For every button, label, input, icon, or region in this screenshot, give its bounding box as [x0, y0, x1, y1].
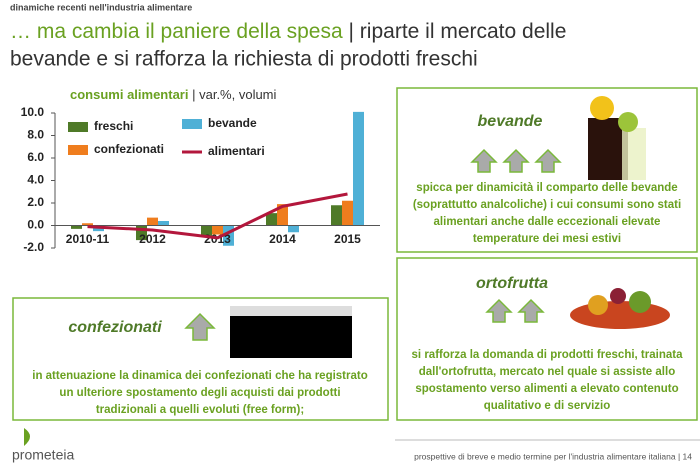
arrow-icon: [517, 298, 545, 323]
footer-text: prospettive di breve e medio termine per…: [414, 451, 692, 461]
y-tick-label: 0.0: [27, 218, 44, 232]
bar: [82, 223, 93, 226]
box-line: tradizionali a quelli evoluti (free form…: [96, 404, 304, 416]
chart-title-unit: | var.%, volumi: [192, 87, 276, 102]
title-line2: bevande e si rafforza la richiesta di pr…: [10, 48, 478, 71]
box-line: si rafforza la domanda di prodotti fresc…: [412, 349, 684, 361]
lemon: [590, 96, 614, 120]
box-line: alimentari anche dalle eccezionali eleva…: [434, 216, 661, 228]
y-tick-label: 10.0: [21, 105, 45, 119]
lime: [618, 112, 638, 132]
legend-label: confezionati: [94, 142, 164, 156]
bar: [331, 205, 342, 226]
confezionati-box: [12, 297, 389, 421]
bar: [71, 225, 82, 229]
x-tick-label: 2014: [269, 232, 296, 246]
ortofrutta-box: [396, 257, 698, 421]
x-tick-label: 2012: [139, 232, 166, 246]
legend-swatch: [182, 119, 202, 129]
arrow-icon: [485, 298, 513, 323]
bar: [353, 111, 364, 226]
box-line: un ulteriore spostamento degli acquisti …: [59, 387, 340, 399]
legend-swatch: [68, 145, 88, 155]
bar: [342, 200, 353, 226]
chart-title: consumi alimentari | var.%, volumi: [70, 87, 277, 102]
y-tick-label: 2.0: [27, 195, 44, 209]
bar: [223, 225, 234, 246]
arrow-icon: [470, 148, 498, 173]
fruit: [610, 288, 626, 304]
title-lead: … ma cambia il paniere della spesa: [10, 20, 343, 43]
arrow-icon: [534, 148, 562, 173]
bar: [212, 225, 223, 235]
box-line: dall'ortofrutta, mercato nel quale si as…: [419, 366, 675, 378]
bar: [266, 213, 277, 226]
box-line: temperature dei mesi estivi: [473, 233, 621, 245]
legend-label: freschi: [94, 119, 133, 133]
lemon-glass: [622, 128, 646, 180]
logo-mark: [24, 428, 30, 446]
x-tick-label: 2015: [334, 232, 361, 246]
arrow-icon: [184, 312, 216, 341]
y-tick-label: 4.0: [27, 173, 44, 187]
fruit: [588, 295, 608, 315]
product-image-top: [230, 306, 352, 316]
bevande-box: [396, 87, 698, 253]
kicker: dinamiche recenti nell'industria aliment…: [10, 2, 192, 12]
box-line: in attenuazione la dinamica dei confezio…: [32, 370, 368, 382]
arrow-icon: [502, 148, 530, 173]
fruit: [629, 291, 651, 313]
box-line: qualitativo e di servizio: [484, 400, 611, 412]
arrows: [470, 148, 562, 173]
box-title: ortofrutta: [476, 275, 548, 292]
title-rest: | riparte il mercato delle: [349, 20, 567, 43]
drinks-image: [588, 96, 646, 180]
logo: prometeia: [12, 447, 74, 463]
legend-swatch: [68, 122, 88, 132]
y-tick-label: 8.0: [27, 128, 44, 142]
line-series: [87, 192, 348, 240]
fruit-image: [570, 288, 670, 329]
bar: [201, 225, 212, 237]
legend-label: alimentari: [208, 144, 265, 158]
legend-label: bevande: [208, 116, 257, 130]
fruit-pile: [570, 301, 670, 329]
y-tick-label: -2.0: [23, 240, 44, 254]
x-tick-label: 2010-11: [66, 232, 110, 246]
bar: [147, 217, 158, 226]
box-line: (soprattutto analcoliche) i cui consumi …: [413, 199, 681, 211]
bar: [136, 225, 147, 241]
box-line: spicca per dinamicità il comparto delle …: [416, 182, 677, 194]
bar: [288, 225, 299, 233]
bar: [158, 221, 169, 226]
box-title: bevande: [478, 113, 543, 130]
y-tick-label: 6.0: [27, 150, 44, 164]
box-line: spostamento verso alimenti a elevato con…: [415, 383, 678, 395]
title: … ma cambia il paniere della spesa | rip…: [10, 20, 566, 43]
bar: [277, 204, 288, 226]
box-title: confezionati: [68, 319, 162, 336]
chart-title-main: consumi alimentari: [70, 87, 188, 102]
